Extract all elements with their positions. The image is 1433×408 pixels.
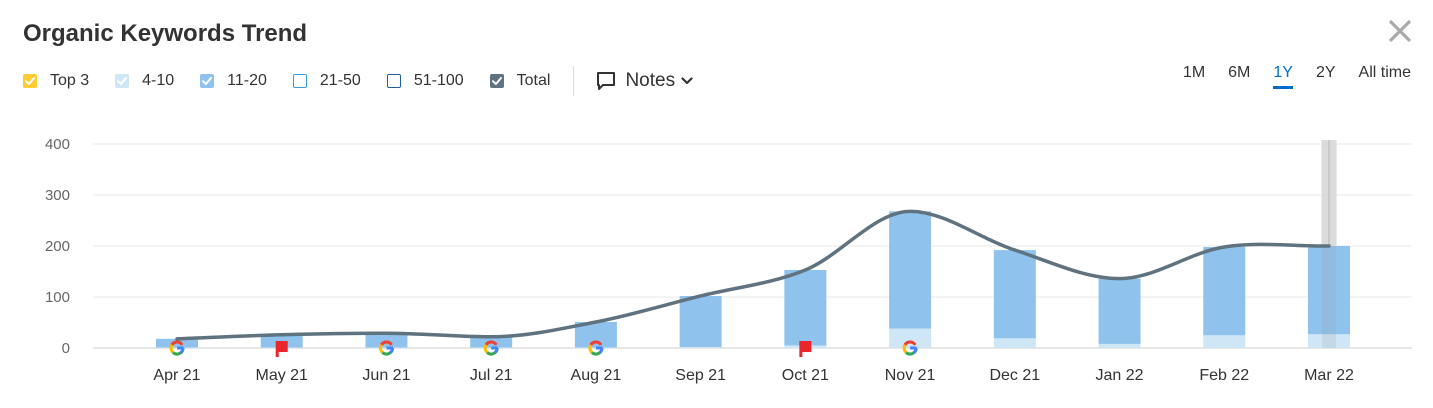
legend-divider: [573, 66, 575, 96]
bar-segment: [1098, 343, 1141, 348]
notes-dropdown[interactable]: Notes: [596, 70, 693, 92]
bar-segment: [1203, 335, 1246, 348]
y-tick-label: 400: [45, 136, 70, 153]
legend-label: Total: [516, 72, 551, 89]
bar-segment: [1308, 334, 1350, 348]
legend-item-total[interactable]: Total: [489, 72, 551, 90]
legend: Top 3 4-10 11-20 21-50 51-100 Total Note…: [23, 66, 693, 96]
x-tick-label: Jan 22: [1096, 367, 1144, 384]
period-1m[interactable]: 1M: [1182, 64, 1206, 81]
x-tick-label: Dec 21: [989, 367, 1040, 384]
bar-segment: [784, 269, 827, 346]
legend-item-11-20[interactable]: 11-20: [200, 72, 267, 90]
x-tick-label: Jul 21: [470, 367, 513, 384]
close-icon[interactable]: [1387, 16, 1413, 46]
x-tick-label: Nov 21: [885, 367, 936, 384]
legend-item-51-100[interactable]: 51-100: [386, 72, 464, 90]
bar-segment: [1203, 247, 1246, 336]
y-tick-label: 0: [62, 340, 70, 357]
y-tick-label: 300: [45, 187, 70, 204]
x-tick-label: Apr 21: [153, 367, 200, 384]
legend-label: 21-50: [319, 72, 361, 89]
chevron-down-icon: [681, 77, 693, 85]
period-selector: 1M 6M 1Y 2Y All time: [1160, 64, 1411, 89]
google-update-icon[interactable]: [169, 340, 185, 356]
legend-item-21-50[interactable]: 21-50: [292, 72, 361, 90]
x-tick-label: Sep 21: [675, 367, 726, 384]
notes-label: Notes: [625, 70, 676, 91]
y-tick-label: 100: [45, 289, 70, 306]
x-tick-label: Mar 22: [1304, 367, 1354, 384]
google-update-icon[interactable]: [588, 340, 604, 356]
chart-title: Organic Keywords Trend: [23, 20, 308, 47]
legend-checkbox[interactable]: [489, 74, 504, 88]
x-tick-label: May 21: [255, 367, 308, 384]
bar-segment: [365, 333, 408, 348]
legend-label: 4-10: [142, 72, 175, 89]
hover-overlay: [1322, 140, 1336, 348]
legend-label: Top 3: [50, 72, 90, 89]
legend-item-4-10[interactable]: 4-10: [115, 72, 174, 90]
google-update-icon[interactable]: [483, 340, 499, 356]
bar-segment: [993, 250, 1036, 339]
legend-checkbox[interactable]: [386, 74, 401, 88]
bar-segment: [993, 338, 1036, 348]
google-update-icon[interactable]: [378, 340, 394, 356]
x-tick-label: Oct 21: [782, 367, 829, 384]
period-6m[interactable]: 6M: [1228, 64, 1251, 81]
bar-segment: [1098, 278, 1141, 344]
legend-checkbox[interactable]: [23, 74, 37, 88]
period-2y[interactable]: 2Y: [1315, 64, 1336, 81]
bar-segment: [679, 295, 722, 347]
legend-item-top-3[interactable]: Top 3: [23, 72, 89, 90]
flag-icon[interactable]: [275, 341, 288, 357]
legend-checkbox[interactable]: [115, 74, 130, 88]
period-all-time[interactable]: All time: [1358, 64, 1411, 81]
google-update-icon[interactable]: [902, 340, 918, 356]
x-tick-label: Aug 21: [571, 367, 622, 384]
flag-icon[interactable]: [799, 341, 812, 357]
legend-checkbox[interactable]: [292, 74, 307, 88]
legend-label: 51-100: [413, 72, 464, 89]
bar-segment: [1308, 246, 1350, 335]
bar-segment: [679, 346, 722, 348]
total-line: [175, 209, 1331, 341]
bar-segment: [889, 328, 932, 348]
comment-icon: [597, 72, 616, 90]
y-tick-label: 200: [45, 238, 70, 255]
legend-checkbox[interactable]: [200, 74, 215, 88]
legend-label: 11-20: [227, 72, 267, 89]
x-tick-label: Jun 21: [362, 367, 410, 384]
x-tick-label: Feb 22: [1199, 367, 1249, 384]
period-1y[interactable]: 1Y: [1273, 64, 1293, 89]
bar-segment: [889, 211, 932, 329]
